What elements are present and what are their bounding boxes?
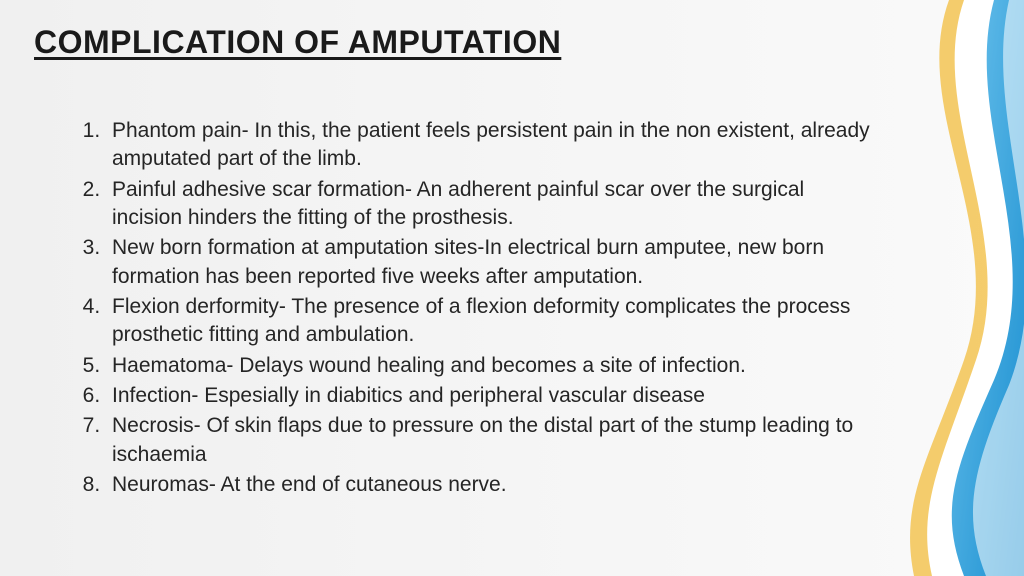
list-item: Necrosis- Of skin flaps due to pressure … xyxy=(106,412,874,469)
list-item: Painful adhesive scar formation- An adhe… xyxy=(106,176,874,233)
slide: COMPLICATION OF AMPUTATION Phantom pain-… xyxy=(0,0,1024,576)
list-item: Neuromas- At the end of cutaneous nerve. xyxy=(106,471,874,499)
list-item: Flexion derformity- The presence of a fl… xyxy=(106,293,874,350)
list-item: Haematoma- Delays wound healing and beco… xyxy=(106,352,874,380)
list-item: Phantom pain- In this, the patient feels… xyxy=(106,117,874,174)
list-item: New born formation at amputation sites-I… xyxy=(106,234,874,291)
slide-content: COMPLICATION OF AMPUTATION Phantom pain-… xyxy=(0,0,1024,499)
list-item: Infection- Espesially in diabitics and p… xyxy=(106,382,874,410)
complication-list: Phantom pain- In this, the patient feels… xyxy=(34,117,874,499)
slide-title: COMPLICATION OF AMPUTATION xyxy=(34,24,874,61)
